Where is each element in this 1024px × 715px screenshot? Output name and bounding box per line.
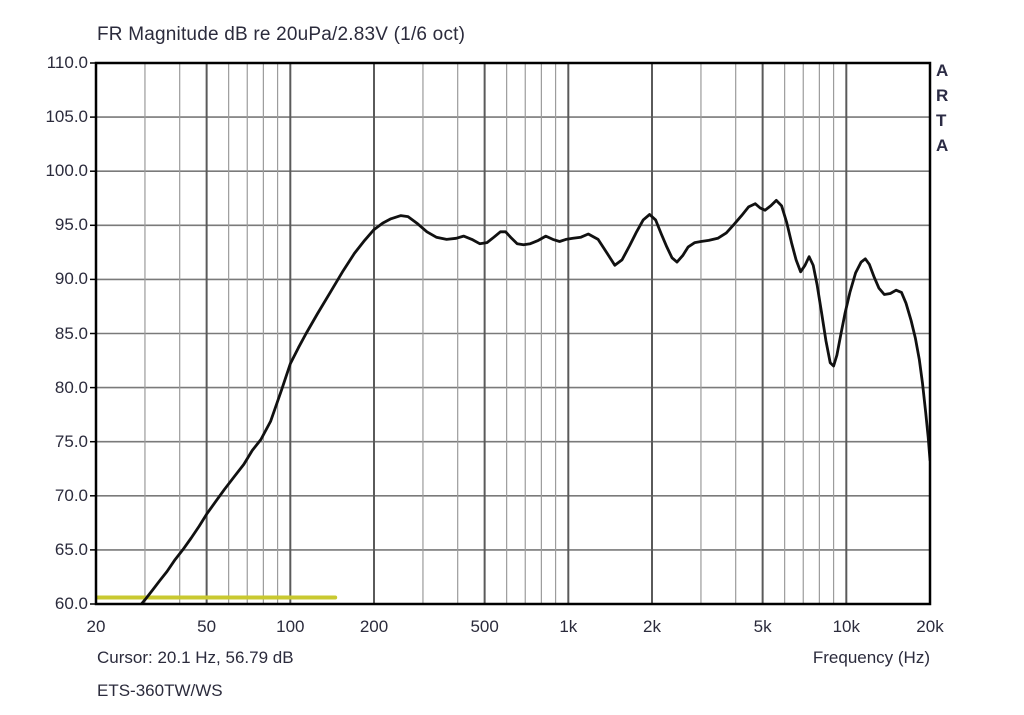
- y-tick-label: 105.0: [45, 107, 88, 127]
- x-tick-label: 2k: [643, 617, 661, 636]
- y-tick-label: 65.0: [54, 539, 88, 559]
- y-tick-label: 100.0: [45, 161, 88, 181]
- x-tick-label: 200: [359, 617, 389, 636]
- x-axis-title: Frequency (Hz): [812, 648, 930, 667]
- arta-watermark: A R T A: [936, 61, 949, 155]
- x-tick-label: 5k: [753, 617, 772, 636]
- chart-title: FR Magnitude dB re 20uPa/2.83V (1/6 oct): [97, 24, 466, 45]
- x-tick-label: 20k: [916, 617, 944, 636]
- device-label: ETS-360TW/WS: [97, 681, 223, 700]
- y-tick-label: 90.0: [54, 269, 88, 289]
- plot-border: [94, 61, 932, 606]
- x-tick-label: 50: [197, 617, 217, 636]
- y-tick-label: 70.0: [54, 485, 88, 505]
- y-tick-label: 80.0: [54, 377, 88, 397]
- x-tick-label: 500: [470, 617, 499, 636]
- x-tick-label: 10k: [832, 617, 861, 636]
- x-tick-label: 20: [86, 617, 106, 636]
- y-tick-label: 110.0: [46, 53, 88, 72]
- y-tick-label: 75.0: [54, 431, 88, 451]
- y-tick-label: 95.0: [54, 215, 88, 235]
- y-tick-label: 60.0: [54, 594, 88, 613]
- x-tick-label: 1k: [559, 617, 578, 636]
- y-tick-label: 85.0: [54, 323, 88, 343]
- x-tick-label: 100: [276, 617, 305, 636]
- series-fr-magnitude: [139, 198, 930, 604]
- cursor-readout: Cursor: 20.1 Hz, 56.79 dB: [97, 648, 294, 667]
